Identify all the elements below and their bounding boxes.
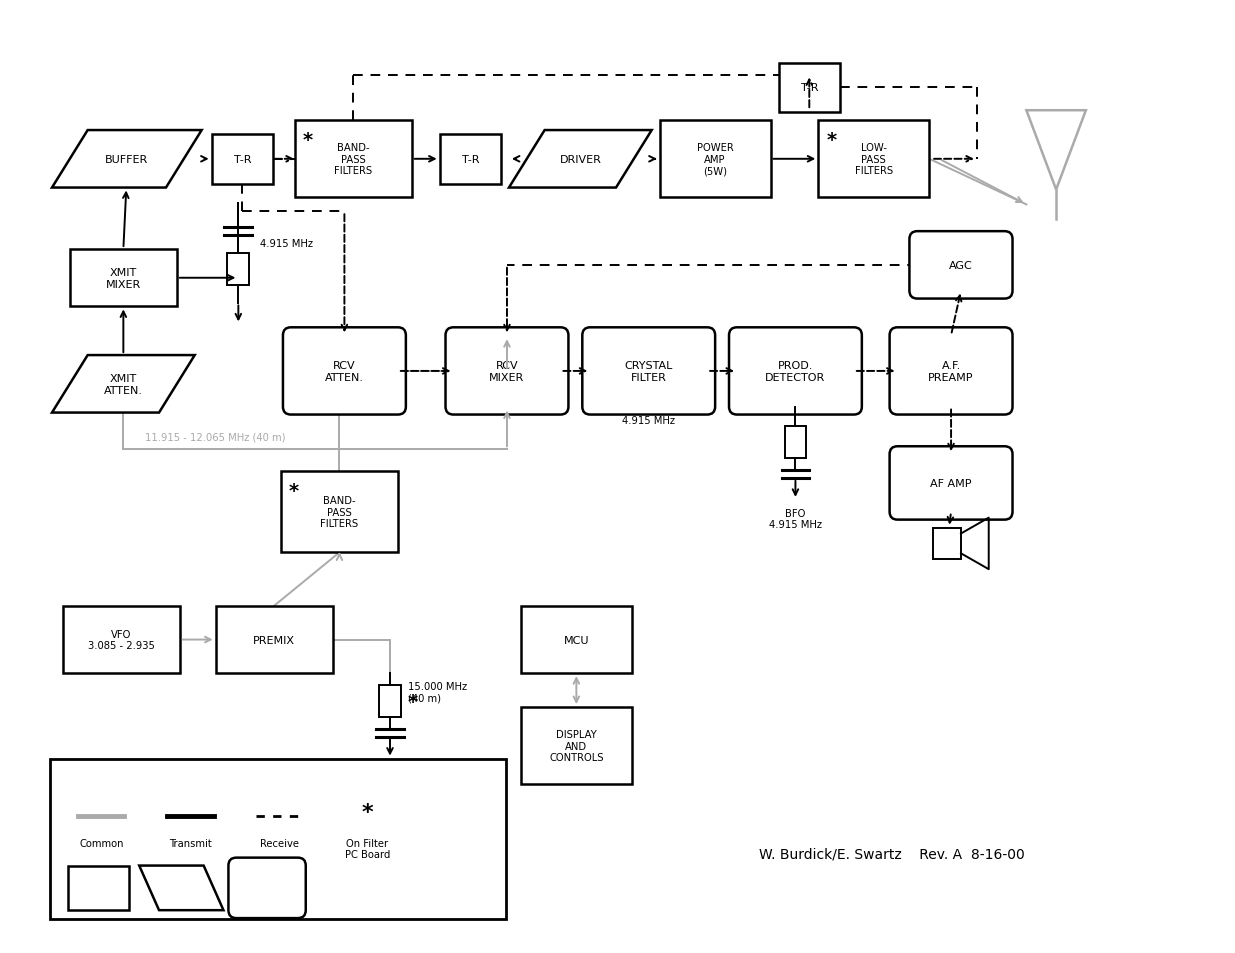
FancyBboxPatch shape: [211, 135, 273, 184]
Text: RCV
MIXER: RCV MIXER: [489, 361, 525, 382]
FancyBboxPatch shape: [819, 121, 929, 198]
Polygon shape: [52, 131, 201, 189]
FancyBboxPatch shape: [729, 328, 862, 416]
Text: BFO
4.915 MHz: BFO 4.915 MHz: [769, 508, 823, 530]
Text: LOW-
PASS
FILTERS: LOW- PASS FILTERS: [855, 143, 893, 176]
Text: T-R: T-R: [233, 154, 251, 165]
Text: BAND-
PASS
FILTERS: BAND- PASS FILTERS: [335, 143, 373, 176]
FancyBboxPatch shape: [68, 865, 130, 910]
Text: AF AMP: AF AMP: [930, 478, 972, 489]
FancyBboxPatch shape: [63, 606, 180, 674]
FancyBboxPatch shape: [889, 328, 1013, 416]
Text: PROD.
DETECTOR: PROD. DETECTOR: [766, 361, 825, 382]
Text: 4.915 MHz: 4.915 MHz: [261, 239, 314, 249]
Polygon shape: [140, 865, 224, 910]
Text: *: *: [303, 131, 312, 150]
FancyBboxPatch shape: [70, 250, 177, 307]
Text: PREMIX: PREMIX: [253, 635, 295, 645]
Text: 15.000 MHz
(40 m): 15.000 MHz (40 m): [408, 681, 467, 703]
FancyBboxPatch shape: [227, 253, 249, 285]
Text: T-R: T-R: [800, 83, 818, 93]
Text: Transmit: Transmit: [169, 838, 212, 848]
FancyBboxPatch shape: [379, 685, 401, 717]
FancyBboxPatch shape: [659, 121, 771, 198]
Text: DISPLAY
AND
CONTROLS: DISPLAY AND CONTROLS: [550, 729, 604, 762]
FancyBboxPatch shape: [282, 472, 398, 553]
Polygon shape: [52, 355, 195, 414]
Text: A.F.
PREAMP: A.F. PREAMP: [929, 361, 974, 382]
FancyBboxPatch shape: [440, 135, 501, 184]
FancyBboxPatch shape: [909, 232, 1013, 299]
Text: *: *: [826, 131, 836, 150]
FancyBboxPatch shape: [283, 328, 406, 416]
Text: W. Burdick/E. Swartz    Rev. A  8-16-00: W. Burdick/E. Swartz Rev. A 8-16-00: [758, 847, 1025, 861]
FancyBboxPatch shape: [216, 606, 332, 674]
Text: Receive: Receive: [261, 838, 299, 848]
FancyBboxPatch shape: [295, 121, 411, 198]
Polygon shape: [509, 131, 652, 189]
Text: XMIT
ATTEN.: XMIT ATTEN.: [104, 374, 143, 395]
Text: RCV
ATTEN.: RCV ATTEN.: [325, 361, 364, 382]
FancyBboxPatch shape: [934, 528, 961, 559]
Text: POWER
AMP
(5W): POWER AMP (5W): [697, 143, 734, 176]
FancyBboxPatch shape: [889, 447, 1013, 520]
Text: BAND-
PASS
FILTERS: BAND- PASS FILTERS: [320, 496, 358, 529]
Text: CRYSTAL
FILTER: CRYSTAL FILTER: [625, 361, 673, 382]
Text: BUFFER: BUFFER: [105, 154, 148, 165]
Text: VFO
3.085 - 2.935: VFO 3.085 - 2.935: [88, 629, 154, 651]
FancyBboxPatch shape: [778, 64, 840, 113]
Text: *: *: [408, 692, 417, 711]
FancyBboxPatch shape: [521, 707, 632, 784]
Text: T-R: T-R: [462, 154, 479, 165]
FancyBboxPatch shape: [583, 328, 715, 416]
FancyBboxPatch shape: [228, 858, 306, 918]
Text: DRIVER: DRIVER: [559, 154, 601, 165]
FancyBboxPatch shape: [521, 606, 632, 674]
Polygon shape: [1026, 112, 1086, 191]
FancyBboxPatch shape: [49, 759, 506, 919]
Text: *: *: [289, 481, 299, 500]
FancyBboxPatch shape: [784, 427, 806, 458]
Text: On Filter
PC Board: On Filter PC Board: [345, 838, 390, 860]
Text: Common: Common: [79, 838, 124, 848]
Text: AGC: AGC: [950, 260, 973, 271]
Text: 11.915 - 12.065 MHz (40 m): 11.915 - 12.065 MHz (40 m): [146, 432, 285, 442]
Text: XMIT
MIXER: XMIT MIXER: [106, 268, 141, 290]
FancyBboxPatch shape: [446, 328, 568, 416]
Text: MCU: MCU: [563, 635, 589, 645]
Text: 4.915 MHz: 4.915 MHz: [622, 416, 676, 425]
Text: *: *: [362, 802, 373, 822]
